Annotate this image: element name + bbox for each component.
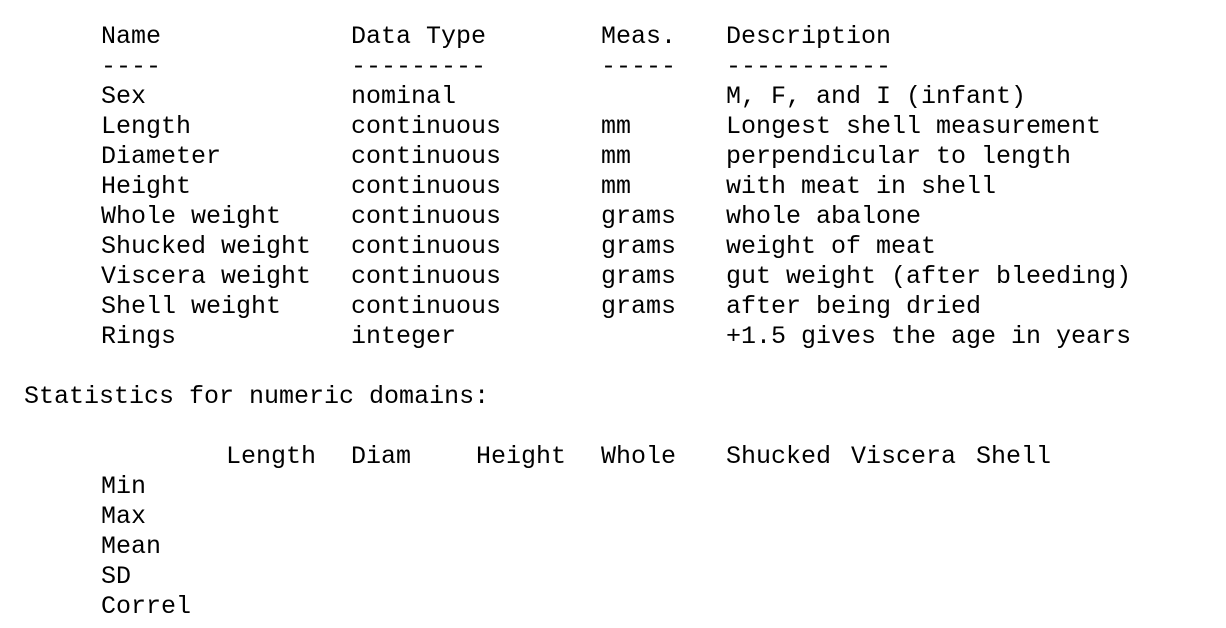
attr-name: Shell weight [101,292,282,321]
header-name: Name [101,22,162,51]
stats-title: Statistics for numeric domains: [24,382,490,411]
header-description: Description [726,22,892,51]
attr-description: whole abalone [726,202,922,231]
attr-measure: grams [601,232,677,261]
attr-description: perpendicular to length [726,142,1072,171]
attr-name: Diameter [101,142,222,171]
attr-name: Whole weight [101,202,282,231]
attr-type: nominal [351,82,457,111]
stats-header-viscera: Viscera [851,442,957,471]
header-data-type: Data Type [351,22,487,51]
attr-type: continuous [351,292,502,321]
stats-header-height: Height [476,442,567,471]
stats-row-label: Min [101,472,147,501]
underline-name: ---- [101,52,162,81]
underline-data-type: --------- [351,52,487,81]
underline-measure: ----- [601,52,677,81]
attr-type: continuous [351,262,502,291]
header-measure: Meas. [601,22,677,51]
stats-row-label: Mean [101,532,162,561]
attr-type: continuous [351,142,502,171]
attr-description: gut weight (after bleeding) [726,262,1132,291]
attribute-header-row: Name Data Type Meas. Description [0,22,891,52]
attr-measure: grams [601,292,677,321]
attr-description: weight of meat [726,232,937,261]
stats-header-shell: Shell [976,442,1052,471]
attr-description: with meat in shell [726,172,997,201]
attr-name: Viscera weight [101,262,312,291]
stats-row-label: Max [101,502,147,531]
attr-name: Rings [101,322,177,351]
attr-type: continuous [351,202,502,231]
attr-measure: mm [601,142,632,171]
attr-name: Length [101,112,192,141]
stats-row-label: Correl [101,592,192,621]
attr-type: continuous [351,232,502,261]
attr-measure: mm [601,172,632,201]
attr-type: continuous [351,112,502,141]
attr-description: M, F, and I (infant) [726,82,1027,111]
attr-description: +1.5 gives the age in years [726,322,1132,351]
attr-type: continuous [351,172,502,201]
attr-name: Sex [101,82,147,111]
stats-header-whole: Whole [601,442,677,471]
attribute-underline-row: ---- --------- ----- ----------- [0,52,891,82]
stats-header-length: Length [226,442,317,471]
attr-name: Shucked weight [101,232,312,261]
attr-name: Height [101,172,192,201]
attr-description: Longest shell measurement [726,112,1102,141]
attr-measure: mm [601,112,632,141]
attr-type: integer [351,322,457,351]
stats-header-shucked: Shucked [726,442,832,471]
underline-description: ----------- [726,52,892,81]
attr-description: after being dried [726,292,982,321]
attr-measure: grams [601,202,677,231]
stats-row-label: SD [101,562,132,591]
stats-header-diam: Diam [351,442,412,471]
attr-measure: grams [601,262,677,291]
